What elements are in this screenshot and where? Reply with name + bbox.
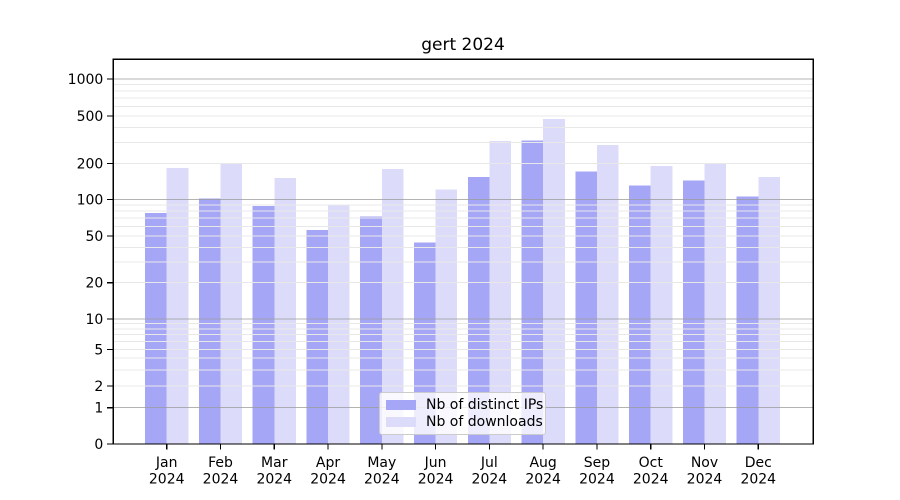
bar-downloads-jul — [489, 141, 511, 444]
gridlines-group — [113, 78, 814, 409]
downloads-swatch — [386, 417, 416, 427]
plot-border — [112, 58, 814, 445]
x-tick-label: Oct 2024 — [633, 455, 669, 488]
bar-distinct-ips-feb — [198, 198, 221, 444]
bar-distinct-ips-dec — [736, 196, 759, 444]
bar-downloads-jan — [166, 167, 189, 444]
bar-downloads-may — [381, 168, 404, 444]
x-tick-label: Jul 2024 — [472, 455, 508, 488]
x-tick-label: Jan 2024 — [149, 455, 185, 488]
x-tick-label: Nov 2024 — [687, 455, 723, 488]
bars-group — [145, 119, 780, 445]
y-tick-label: 1000 — [68, 72, 104, 88]
bar-distinct-ips-jul — [467, 177, 490, 444]
axes-group: 0 1 2 5 10 20 50 100 200 500 1000 Jan 2024 Feb 2024 Mar… — [68, 58, 814, 488]
x-tick-label: May 2024 — [364, 455, 400, 488]
bar-downloads-jun — [435, 189, 458, 444]
x-tick-label: Mar 2024 — [256, 455, 292, 488]
x-tick-label: Sep 2024 — [579, 455, 615, 488]
bar-downloads-nov — [704, 162, 727, 445]
bar-downloads-sep — [596, 145, 619, 444]
bar-downloads-feb — [220, 164, 243, 444]
y-tick-label: 1 — [94, 401, 103, 417]
x-tick-label: Aug 2024 — [525, 455, 561, 488]
x-tick-label: Apr 2024 — [310, 455, 346, 488]
bar-distinct-ips-may — [360, 216, 382, 444]
y-tick-label: 100 — [77, 192, 104, 208]
legend: Nb of distinct IPs Nb of downloads — [379, 392, 546, 435]
bar-downloads-apr — [328, 205, 350, 444]
y-tick-label: 0 — [94, 437, 103, 453]
legend-item-distinct-ips: Nb of distinct IPs — [386, 398, 543, 412]
bar-distinct-ips-mar — [252, 206, 275, 444]
bar-distinct-ips-aug — [521, 140, 544, 444]
bar-distinct-ips-oct — [629, 185, 651, 444]
bar-downloads-dec — [758, 177, 780, 444]
x-tick-label: Jun 2024 — [418, 455, 454, 488]
chart-title: gert 2024 — [421, 35, 505, 55]
y-tick-label: 2 — [94, 379, 103, 395]
bar-downloads-aug — [543, 119, 565, 444]
y-tick-label: 500 — [77, 109, 104, 125]
y-tick-label: 5 — [94, 342, 103, 358]
y-tick-label: 200 — [77, 156, 104, 172]
bar-distinct-ips-sep — [575, 171, 597, 445]
legend-label-distinct-ips: Nb of distinct IPs — [426, 397, 544, 413]
bar-distinct-ips-apr — [306, 230, 329, 444]
x-tick-label: Dec 2024 — [740, 455, 776, 488]
y-tick-label: 50 — [85, 229, 103, 245]
distinct-ips-swatch — [386, 400, 416, 410]
legend-label-downloads: Nb of downloads — [426, 414, 543, 430]
x-tick-label: Feb 2024 — [203, 455, 239, 488]
legend-item-downloads: Nb of downloads — [386, 415, 543, 429]
y-tick-label: 20 — [85, 276, 103, 292]
bar-distinct-ips-nov — [682, 180, 705, 445]
bar-downloads-mar — [274, 177, 296, 444]
bar-downloads-oct — [650, 166, 673, 445]
y-tick-label: 10 — [85, 312, 103, 328]
